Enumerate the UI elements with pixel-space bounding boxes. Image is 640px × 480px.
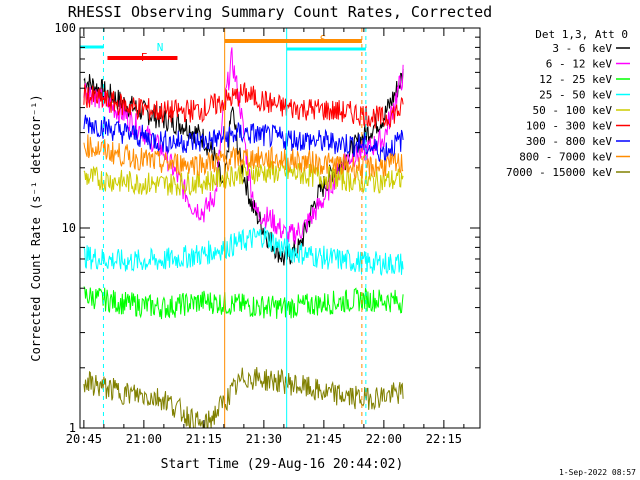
x-tick-label: 22:15 [426, 432, 462, 446]
legend-label: 25 - 50 keV [539, 89, 612, 102]
legend-label: 12 - 25 keV [539, 73, 612, 86]
legend-label: 6 - 12 keV [546, 58, 613, 71]
series-line [83, 367, 404, 429]
series-line [83, 82, 404, 129]
legend-title: Det 1,3, Att 0 [535, 28, 628, 41]
y-tick-label: 1 [69, 421, 76, 435]
x-tick-label: 20:45 [66, 432, 102, 446]
flag-letter: S [320, 33, 327, 46]
x-tick-label: 21:45 [306, 432, 342, 446]
x-axis-label: Start Time (29-Aug-16 20:44:02) [161, 457, 404, 472]
x-tick-label: 21:15 [186, 432, 222, 446]
legend-label: 800 - 7000 keV [519, 151, 612, 164]
series-line [83, 226, 404, 276]
legend-label: 7000 - 15000 keV [506, 166, 612, 179]
x-tick-label: 22:00 [366, 432, 402, 446]
timestamp-footer: 1-Sep-2022 08:57 [559, 468, 636, 477]
series-line [83, 114, 404, 163]
x-tick-label: 21:30 [246, 432, 282, 446]
x-tick-label: 21:00 [126, 432, 162, 446]
y-tick-label: 10 [62, 221, 76, 235]
legend-label: 300 - 800 keV [526, 135, 612, 148]
flag-letter: N [157, 41, 164, 54]
y-axis-label: Corrected Count Rate (s⁻¹ detector⁻¹) [29, 94, 43, 361]
legend-label: 50 - 100 keV [533, 104, 613, 117]
legend-label: 100 - 300 keV [526, 120, 612, 133]
series-line [83, 286, 404, 320]
series-line [83, 68, 404, 266]
x-axis: 20:45 21:00 21:15 21:30 21:45 22:00 22:15 [66, 28, 465, 446]
y-axis: 1 10 100 [54, 21, 480, 435]
flag-letter: F [141, 51, 148, 64]
chart-title: RHESSI Observing Summary Count Rates, Co… [68, 3, 492, 21]
y-tick-label: 100 [54, 21, 76, 35]
series-line [83, 158, 404, 196]
legend: 3 - 6 keV 6 - 12 keV 12 - 25 keV 25 - 50 ke… [506, 42, 630, 179]
legend-label: 3 - 6 keV [552, 42, 612, 55]
series-line [83, 134, 404, 181]
